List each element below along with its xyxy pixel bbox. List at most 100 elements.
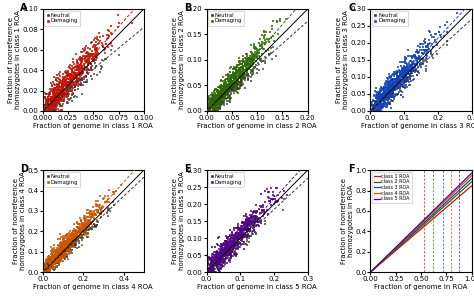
Point: [80, 230, 88, 235]
Point: [217, 97, 225, 102]
Point: [207, 105, 214, 110]
Point: [55, 256, 62, 260]
Point: [46, 267, 54, 272]
Point: [64, 238, 72, 243]
Point: [415, 57, 422, 62]
Point: [88, 48, 95, 53]
Point: [413, 62, 420, 66]
Point: [256, 210, 264, 215]
Point: [56, 104, 64, 109]
Point: [268, 196, 275, 201]
Point: [221, 81, 228, 86]
Point: [226, 242, 233, 247]
Point: [90, 59, 98, 64]
Point: [386, 101, 394, 106]
Point: [47, 100, 55, 105]
Point: [69, 234, 77, 238]
Point: [252, 62, 259, 67]
Point: [227, 88, 235, 92]
Point: [227, 252, 235, 257]
Y-axis label: Fraction of nonreference
homozygotes in class 2 ROA: Fraction of nonreference homozygotes in …: [172, 10, 185, 109]
Point: [208, 270, 215, 274]
Point: [233, 251, 241, 256]
Point: [237, 230, 245, 235]
Point: [48, 105, 56, 109]
Point: [67, 235, 75, 239]
Point: [207, 260, 214, 264]
Point: [54, 91, 61, 96]
Point: [436, 33, 443, 38]
Point: [205, 267, 213, 271]
Point: [236, 75, 244, 80]
Point: [50, 102, 58, 107]
Point: [208, 270, 215, 274]
Point: [233, 85, 241, 89]
Point: [228, 75, 235, 80]
Point: [235, 225, 242, 230]
Point: [87, 216, 95, 220]
Point: [224, 87, 232, 92]
Point: [64, 231, 72, 236]
Point: [49, 257, 56, 261]
Point: [218, 84, 225, 89]
Point: [231, 243, 238, 248]
Point: [224, 245, 231, 250]
Point: [57, 97, 65, 101]
Point: [223, 251, 230, 256]
Point: [207, 262, 215, 267]
Point: [264, 194, 272, 199]
Point: [219, 75, 227, 80]
Point: [235, 70, 243, 75]
Point: [232, 71, 240, 75]
Point: [47, 89, 55, 93]
Point: [228, 242, 236, 247]
Point: [40, 267, 48, 272]
Point: [393, 83, 401, 87]
Point: [381, 102, 388, 106]
Point: [384, 82, 392, 86]
Point: [375, 91, 383, 96]
Point: [46, 102, 54, 107]
Point: [228, 76, 236, 81]
Point: [408, 64, 416, 68]
Point: [209, 261, 217, 266]
Point: [237, 70, 244, 74]
Point: [92, 51, 100, 56]
Point: [211, 99, 219, 104]
Point: [212, 259, 219, 264]
Point: [242, 52, 250, 57]
Point: [220, 96, 228, 101]
Point: [68, 81, 76, 86]
Point: [228, 81, 235, 86]
Point: [74, 64, 82, 69]
Point: [218, 245, 225, 249]
Point: [374, 99, 382, 104]
Point: [422, 47, 429, 52]
Point: [219, 84, 226, 89]
Point: [210, 256, 218, 261]
Point: [223, 96, 231, 100]
Point: [64, 84, 72, 89]
Point: [48, 250, 55, 255]
Point: [227, 250, 235, 254]
Point: [231, 231, 238, 236]
Point: [205, 109, 213, 113]
Point: [60, 77, 68, 82]
Point: [269, 33, 276, 38]
Point: [264, 52, 272, 57]
Point: [63, 239, 71, 244]
Point: [403, 76, 411, 80]
Point: [259, 67, 266, 72]
Point: [68, 99, 75, 103]
Point: [228, 83, 236, 87]
Point: [401, 70, 409, 75]
Point: [44, 98, 52, 103]
Point: [261, 33, 268, 38]
Point: [400, 80, 408, 85]
Point: [69, 243, 76, 248]
Point: [405, 68, 412, 73]
Point: [48, 95, 55, 100]
Point: [100, 33, 107, 38]
Point: [374, 100, 381, 105]
Point: [237, 69, 244, 74]
